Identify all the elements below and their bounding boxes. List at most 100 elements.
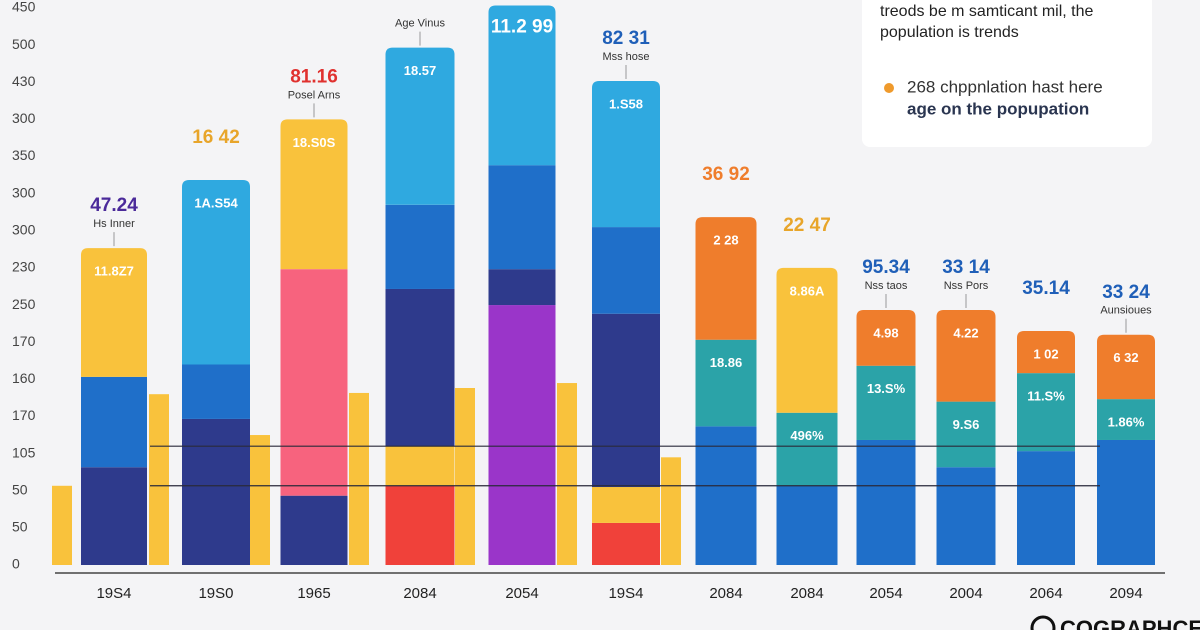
inner-label: 11.S% — [1027, 389, 1065, 404]
bar-segment — [385, 288, 455, 447]
bar-segment — [280, 269, 348, 496]
y-tick-label: 105 — [12, 444, 36, 460]
bar-segment — [81, 376, 147, 468]
y-tick-label: 50 — [12, 519, 28, 535]
x-tick-label: 2094 — [1109, 585, 1142, 602]
y-tick-label: 300 — [12, 222, 36, 238]
bar-segment — [592, 227, 660, 314]
bar-segment — [856, 310, 916, 366]
inner-label: 1 02 — [1033, 346, 1058, 361]
top-label: 35.14 — [1022, 278, 1070, 299]
bar-segment — [695, 339, 757, 427]
inner-label: 6 32 — [1113, 350, 1138, 365]
note-dot — [884, 83, 894, 93]
y-tick-label: 160 — [12, 370, 36, 386]
bar-segment — [280, 495, 348, 565]
top-label: 33 24 — [1102, 282, 1150, 303]
bar-segment — [1017, 331, 1075, 374]
bar-segment — [936, 401, 996, 468]
side-bar — [455, 387, 475, 565]
note-item: 268 chppnlation hast here — [907, 77, 1103, 96]
x-tick-label: 2064 — [1029, 585, 1062, 602]
inner-label: 1.86% — [1108, 415, 1145, 430]
bar-segment — [1017, 451, 1075, 565]
note-text: treods be m samticant mil, the — [880, 3, 1094, 20]
top-label: 16 42 — [192, 127, 240, 148]
bar-segment — [488, 165, 556, 270]
x-tick-label: 19S4 — [608, 585, 643, 602]
inner-label: 13.S% — [867, 381, 906, 396]
bar-segment — [592, 81, 660, 228]
bar-segment — [182, 180, 250, 365]
bar-segment — [1017, 373, 1075, 452]
bar-segment — [592, 487, 660, 523]
y-tick-label: 170 — [12, 333, 36, 349]
bar-segment — [81, 248, 147, 377]
x-tick-label: 2084 — [790, 585, 823, 602]
top-sublabel: Aunsioues — [1100, 305, 1152, 317]
top-sublabel: Posel Arns — [288, 89, 341, 101]
bar-segment — [936, 467, 996, 565]
bar-segment — [1097, 399, 1155, 440]
side-bar — [250, 435, 270, 565]
side-bar — [557, 383, 577, 565]
bar-segment — [488, 5, 556, 166]
bar-segment — [385, 47, 455, 205]
top-label: 36 92 — [702, 164, 750, 185]
bar-segment — [592, 313, 660, 488]
brand: COGRAPHCE — [1060, 616, 1200, 630]
side-bar — [52, 485, 72, 565]
inner-label: 496% — [790, 428, 824, 443]
top-sublabel: Mss hose — [602, 51, 649, 63]
bar-segment — [488, 269, 556, 306]
inner-label: 8.86A — [790, 283, 825, 298]
bar-segment — [592, 522, 660, 565]
x-tick-label: 2054 — [869, 585, 902, 602]
bar-segment — [385, 446, 455, 486]
bar-segment — [695, 426, 757, 565]
x-tick-label: 2004 — [949, 585, 982, 602]
bar-segment — [1097, 439, 1155, 565]
top-label: 47.24 — [90, 195, 138, 216]
bar-segment — [776, 267, 838, 413]
bar-segment — [385, 485, 455, 565]
bar-segment — [488, 305, 556, 565]
y-tick-label: 350 — [12, 147, 36, 163]
inner-label: 1A.S54 — [194, 195, 238, 210]
inner-label: 18.57 — [404, 63, 437, 78]
side-bar — [661, 457, 681, 565]
top-sublabel: Age Vinus — [395, 18, 445, 30]
note-text: population is trends — [880, 24, 1019, 41]
x-tick-label: 2054 — [505, 585, 538, 602]
x-tick-label: 19S0 — [198, 585, 233, 602]
bar-segment — [856, 439, 916, 565]
x-tick-label: 1965 — [297, 585, 330, 602]
top-sublabel: Nss taos — [865, 280, 908, 292]
y-tick-label: 430 — [12, 73, 36, 89]
x-tick-label: 19S4 — [96, 585, 131, 602]
y-tick-label: 0 — [12, 556, 20, 572]
y-tick-label: 300 — [12, 110, 36, 126]
top-label: 22 47 — [783, 215, 831, 236]
note-box — [862, 0, 1152, 147]
bar-segment — [182, 364, 250, 419]
inner-label: 2 28 — [713, 233, 738, 248]
bar-segment — [385, 204, 455, 289]
bar-segment — [182, 418, 250, 565]
y-tick-label: 50 — [12, 481, 28, 497]
inner-label: 4.98 — [873, 325, 898, 340]
bar-segment — [280, 119, 348, 270]
brand-logo — [1030, 615, 1056, 630]
x-tick-label: 2084 — [709, 585, 742, 602]
y-tick-label: 500 — [12, 36, 36, 52]
inner-label: 11.8Z7 — [94, 264, 134, 279]
y-tick-label: 230 — [12, 259, 36, 275]
inner-label: 1.S58 — [609, 96, 643, 111]
top-label: 82 31 — [602, 28, 650, 49]
top-label: 95.34 — [862, 257, 910, 278]
bar-segment — [1097, 334, 1155, 400]
y-tick-label: 300 — [12, 184, 36, 200]
y-tick-label: 450 — [12, 0, 36, 15]
side-bar — [149, 394, 169, 565]
